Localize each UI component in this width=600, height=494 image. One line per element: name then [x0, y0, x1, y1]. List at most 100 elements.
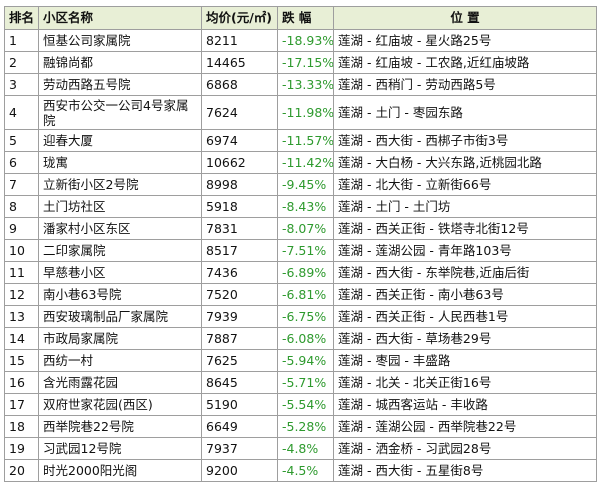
- cell-rank: 14: [4, 327, 39, 350]
- cell-price: 7624: [201, 95, 278, 130]
- cell-price: 7937: [201, 437, 278, 460]
- cell-rank: 15: [4, 349, 39, 372]
- cell-price: 7625: [201, 349, 278, 372]
- cell-price: 7436: [201, 261, 278, 284]
- cell-price: 9200: [201, 459, 278, 482]
- cell-rank: 13: [4, 305, 39, 328]
- cell-name: 习武园12号院: [38, 437, 202, 460]
- cell-change: -13.33%: [277, 73, 334, 96]
- cell-price: 6974: [201, 129, 278, 152]
- cell-price: 10662: [201, 151, 278, 174]
- cell-location: 莲湖 - 红庙坡 - 工农路,近红庙坡路: [333, 51, 597, 74]
- cell-location: 莲湖 - 西大街 - 五星街8号: [333, 459, 597, 482]
- cell-name: 早慈巷小区: [38, 261, 202, 284]
- cell-rank: 5: [4, 129, 39, 152]
- cell-location: 莲湖 - 北关 - 北关正街16号: [333, 371, 597, 394]
- header-price: 均价(元/㎡): [201, 6, 278, 30]
- table-row: 8 土门坊社区 5918 -8.43% 莲湖 - 土门 - 土门坊: [4, 195, 597, 218]
- cell-change: -11.98%: [277, 95, 334, 130]
- table-row: 17 双府世家花园(西区) 5190 -5.54% 莲湖 - 城西客运站 - 丰收路: [4, 393, 597, 416]
- cell-name: 潘家村小区东区: [38, 217, 202, 240]
- cell-change: -5.28%: [277, 415, 334, 438]
- cell-price: 6868: [201, 73, 278, 96]
- cell-name: 南小巷63号院: [38, 283, 202, 306]
- header-location: 位 置: [333, 6, 597, 30]
- cell-name: 珑寓: [38, 151, 202, 174]
- cell-rank: 1: [4, 29, 39, 52]
- cell-change: -11.57%: [277, 129, 334, 152]
- cell-location: 莲湖 - 莲湖公园 - 西举院巷22号: [333, 415, 597, 438]
- cell-price: 7887: [201, 327, 278, 350]
- cell-name: 劳动西路五号院: [38, 73, 202, 96]
- cell-change: -4.8%: [277, 437, 334, 460]
- cell-rank: 18: [4, 415, 39, 438]
- cell-name: 融锦尚都: [38, 51, 202, 74]
- cell-location: 莲湖 - 西大街 - 草场巷29号: [333, 327, 597, 350]
- cell-price: 6649: [201, 415, 278, 438]
- cell-change: -11.42%: [277, 151, 334, 174]
- cell-rank: 2: [4, 51, 39, 74]
- cell-location: 莲湖 - 西关正街 - 铁塔寺北街12号: [333, 217, 597, 240]
- cell-location: 莲湖 - 西关正街 - 人民西巷1号: [333, 305, 597, 328]
- table-row: 16 含光雨露花园 8645 -5.71% 莲湖 - 北关 - 北关正街16号: [4, 371, 597, 394]
- table-row: 9 潘家村小区东区 7831 -8.07% 莲湖 - 西关正街 - 铁塔寺北街12号: [4, 217, 597, 240]
- cell-rank: 9: [4, 217, 39, 240]
- table-row: 6 珑寓 10662 -11.42% 莲湖 - 大白杨 - 大兴东路,近桃园北路: [4, 151, 597, 174]
- cell-change: -6.89%: [277, 261, 334, 284]
- cell-location: 莲湖 - 红庙坡 - 星火路25号: [333, 29, 597, 52]
- cell-change: -4.5%: [277, 459, 334, 482]
- cell-rank: 6: [4, 151, 39, 174]
- cell-price: 8998: [201, 173, 278, 196]
- cell-rank: 16: [4, 371, 39, 394]
- cell-name: 含光雨露花园: [38, 371, 202, 394]
- table-row: 18 西举院巷22号院 6649 -5.28% 莲湖 - 莲湖公园 - 西举院巷22号: [4, 415, 597, 438]
- cell-name: 二印家属院: [38, 239, 202, 262]
- cell-price: 8645: [201, 371, 278, 394]
- cell-location: 莲湖 - 洒金桥 - 习武园28号: [333, 437, 597, 460]
- cell-price: 7939: [201, 305, 278, 328]
- cell-name: 时光2000阳光阁: [38, 459, 202, 482]
- cell-price: 8211: [201, 29, 278, 52]
- cell-change: -17.15%: [277, 51, 334, 74]
- table-row: 15 西纺一村 7625 -5.94% 莲湖 - 枣园 - 丰盛路: [4, 349, 597, 372]
- table-row: 7 立新街小区2号院 8998 -9.45% 莲湖 - 北大街 - 立新街66号: [4, 173, 597, 196]
- cell-location: 莲湖 - 西大街 - 西梆子市街3号: [333, 129, 597, 152]
- cell-price: 5918: [201, 195, 278, 218]
- cell-rank: 17: [4, 393, 39, 416]
- cell-location: 莲湖 - 莲湖公园 - 青年路103号: [333, 239, 597, 262]
- cell-location: 莲湖 - 西关正街 - 南小巷63号: [333, 283, 597, 306]
- cell-name: 迎春大厦: [38, 129, 202, 152]
- table-header-row: 排名 小区名称 均价(元/㎡) 跌 幅 位 置: [4, 6, 597, 30]
- cell-price: 7831: [201, 217, 278, 240]
- cell-name: 市政局家属院: [38, 327, 202, 350]
- price-decline-table: 排名 小区名称 均价(元/㎡) 跌 幅 位 置 1 恒基公司家属院 8211 -18.…: [4, 6, 597, 482]
- cell-location: 莲湖 - 城西客运站 - 丰收路: [333, 393, 597, 416]
- cell-change: -7.51%: [277, 239, 334, 262]
- cell-rank: 19: [4, 437, 39, 460]
- cell-location: 莲湖 - 枣园 - 丰盛路: [333, 349, 597, 372]
- cell-name: 土门坊社区: [38, 195, 202, 218]
- cell-change: -6.75%: [277, 305, 334, 328]
- cell-price: 7520: [201, 283, 278, 306]
- cell-rank: 10: [4, 239, 39, 262]
- cell-name: 西安市公交一公司4号家属院: [38, 95, 202, 130]
- table-row: 13 西安玻璃制品厂家属院 7939 -6.75% 莲湖 - 西关正街 - 人民西巷1号: [4, 305, 597, 328]
- header-name: 小区名称: [38, 6, 202, 30]
- cell-change: -5.71%: [277, 371, 334, 394]
- cell-change: -5.54%: [277, 393, 334, 416]
- table-row: 3 劳动西路五号院 6868 -13.33% 莲湖 - 西稍门 - 劳动西路5号: [4, 73, 597, 96]
- cell-rank: 8: [4, 195, 39, 218]
- table-row: 11 早慈巷小区 7436 -6.89% 莲湖 - 西大街 - 东举院巷,近庙后街: [4, 261, 597, 284]
- cell-location: 莲湖 - 西大街 - 东举院巷,近庙后街: [333, 261, 597, 284]
- cell-rank: 11: [4, 261, 39, 284]
- cell-rank: 7: [4, 173, 39, 196]
- table-row: 14 市政局家属院 7887 -6.08% 莲湖 - 西大街 - 草场巷29号: [4, 327, 597, 350]
- cell-change: -6.08%: [277, 327, 334, 350]
- table-row: 4 西安市公交一公司4号家属院 7624 -11.98% 莲湖 - 土门 - 枣园东路: [4, 95, 597, 130]
- cell-name: 立新街小区2号院: [38, 173, 202, 196]
- cell-location: 莲湖 - 大白杨 - 大兴东路,近桃园北路: [333, 151, 597, 174]
- cell-rank: 3: [4, 73, 39, 96]
- table-row: 2 融锦尚都 14465 -17.15% 莲湖 - 红庙坡 - 工农路,近红庙坡路: [4, 51, 597, 74]
- cell-rank: 12: [4, 283, 39, 306]
- cell-change: -5.94%: [277, 349, 334, 372]
